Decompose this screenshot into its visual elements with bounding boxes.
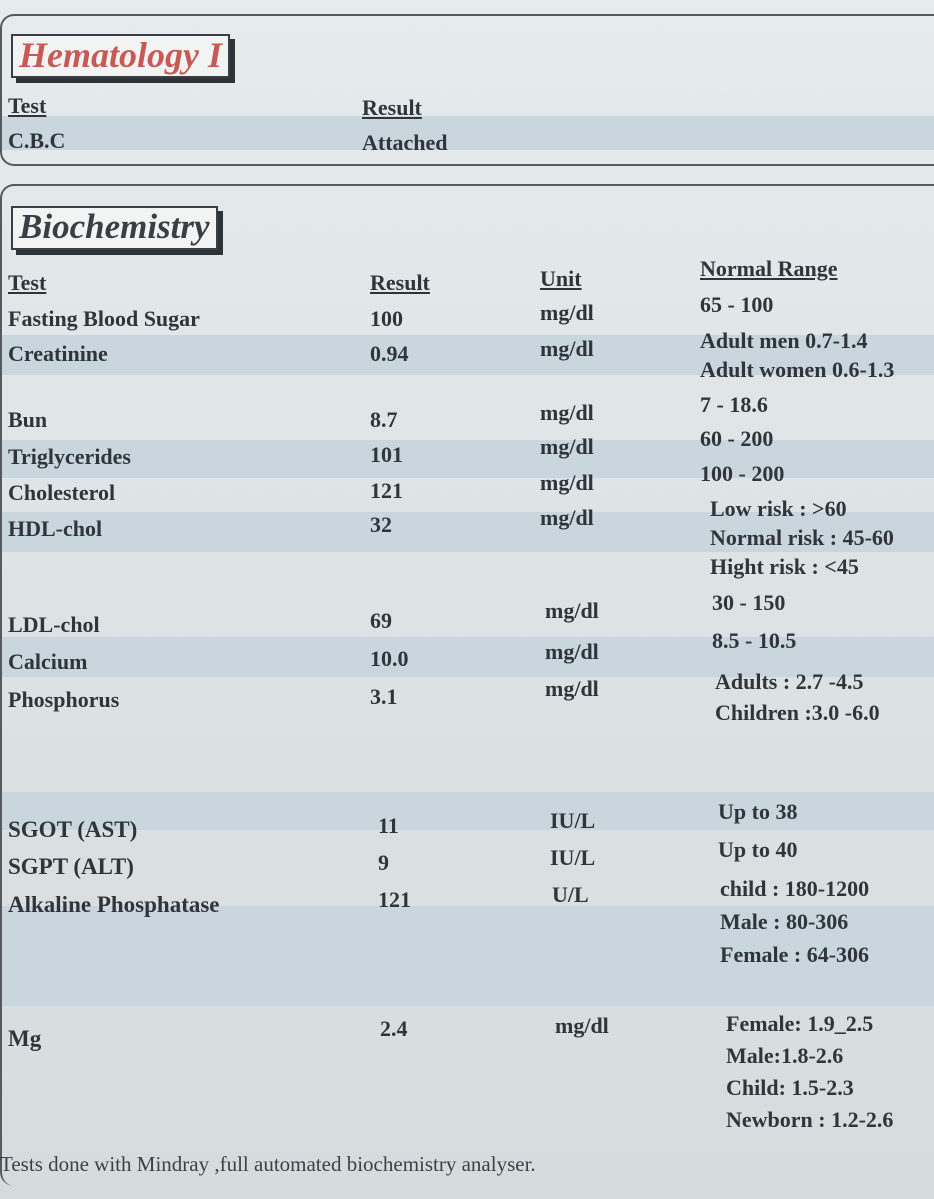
row-band — [0, 637, 934, 677]
test-unit: mg/dl — [545, 639, 599, 664]
test-name: LDL-chol — [8, 612, 100, 637]
normal-range: Up to 40 — [718, 837, 798, 862]
test-unit: U/L — [552, 882, 589, 907]
test-unit: mg/dl — [545, 676, 599, 701]
header-result: Result — [370, 270, 430, 295]
normal-range: 8.5 - 10.5 — [712, 628, 797, 653]
normal-range: 30 - 150 — [712, 590, 786, 615]
normal-range: Adults : 2.7 -4.5 Children :3.0 -6.0 — [715, 669, 880, 725]
test-unit: mg/dl — [540, 505, 594, 530]
test-name: Fasting Blood Sugar — [8, 306, 200, 331]
test-unit: mg/dl — [540, 300, 594, 325]
test-name: Mg — [8, 1026, 42, 1051]
hematology-test: C.B.C — [8, 128, 66, 153]
test-result: 9 — [378, 850, 389, 875]
test-result: 11 — [378, 813, 399, 838]
header-unit: Unit — [540, 266, 582, 291]
normal-range: Up to 38 — [718, 799, 798, 824]
footer-note: Tests done with Mindray ,full automated … — [0, 1152, 536, 1176]
test-result: 101 — [370, 442, 403, 467]
biochemistry-section: Biochemistry — [0, 184, 934, 1186]
row-band — [0, 335, 934, 375]
hematology-header-test: Test — [8, 93, 47, 118]
row-band — [0, 440, 934, 478]
test-result: 10.0 — [370, 646, 409, 671]
normal-range: 100 - 200 — [700, 461, 785, 486]
hematology-title: Hematology I — [11, 34, 230, 78]
test-unit: IU/L — [550, 808, 596, 833]
test-name: Cholesterol — [8, 480, 116, 505]
test-result: 121 — [370, 478, 403, 503]
normal-range: child : 180-1200 Male : 80-306 Female : 64… — [720, 876, 870, 967]
test-name: Bun — [8, 407, 48, 432]
test-name: Phosphorus — [8, 687, 120, 712]
normal-range: 65 - 100 — [700, 292, 774, 317]
test-unit: mg/dl — [540, 470, 594, 495]
test-result: 0.94 — [370, 341, 409, 366]
normal-range: 7 - 18.6 — [700, 392, 768, 417]
test-unit: mg/dl — [545, 598, 599, 623]
test-result: 8.7 — [370, 407, 398, 432]
hematology-result: Attached — [362, 130, 448, 155]
test-unit: mg/dl — [540, 400, 594, 425]
test-name: HDL-chol — [8, 516, 103, 541]
test-unit: mg/dl — [555, 1013, 609, 1038]
test-name: Triglycerides — [8, 444, 131, 469]
test-name: Calcium — [8, 649, 88, 674]
test-name: Alkaline Phosphatase — [8, 892, 220, 917]
test-name: SGPT (ALT) — [8, 854, 134, 879]
test-result: 121 — [378, 887, 411, 912]
normal-range: Adult men 0.7-1.4 Adult women 0.6-1.3 — [700, 328, 895, 382]
normal-range: Female: 1.9_2.5 Male:1.8-2.6 Child: 1.5-2.… — [726, 1011, 894, 1132]
test-result: 32 — [370, 512, 392, 537]
hematology-section: Hematology I — [0, 14, 934, 166]
test-name: SGOT (AST) — [8, 817, 138, 842]
test-result: 3.1 — [370, 684, 398, 709]
test-result: 69 — [370, 608, 392, 633]
normal-range: Low risk : >60 Normal risk : 45-60 Hight r… — [710, 496, 894, 579]
row-band — [0, 792, 934, 830]
row-band — [0, 116, 934, 150]
normal-range: 60 - 200 — [700, 426, 774, 451]
header-normal-range: Normal Range — [700, 256, 838, 281]
hematology-header-result: Result — [362, 95, 422, 120]
test-unit: mg/dl — [540, 336, 594, 361]
test-result: 2.4 — [380, 1016, 408, 1041]
row-band — [0, 512, 934, 552]
test-unit: IU/L — [550, 845, 596, 870]
test-result: 100 — [370, 306, 403, 331]
row-band — [0, 906, 934, 1006]
test-name: Creatinine — [8, 341, 108, 366]
test-unit: mg/dl — [540, 434, 594, 459]
header-test: Test — [8, 270, 47, 295]
biochemistry-title: Biochemistry — [11, 206, 218, 250]
